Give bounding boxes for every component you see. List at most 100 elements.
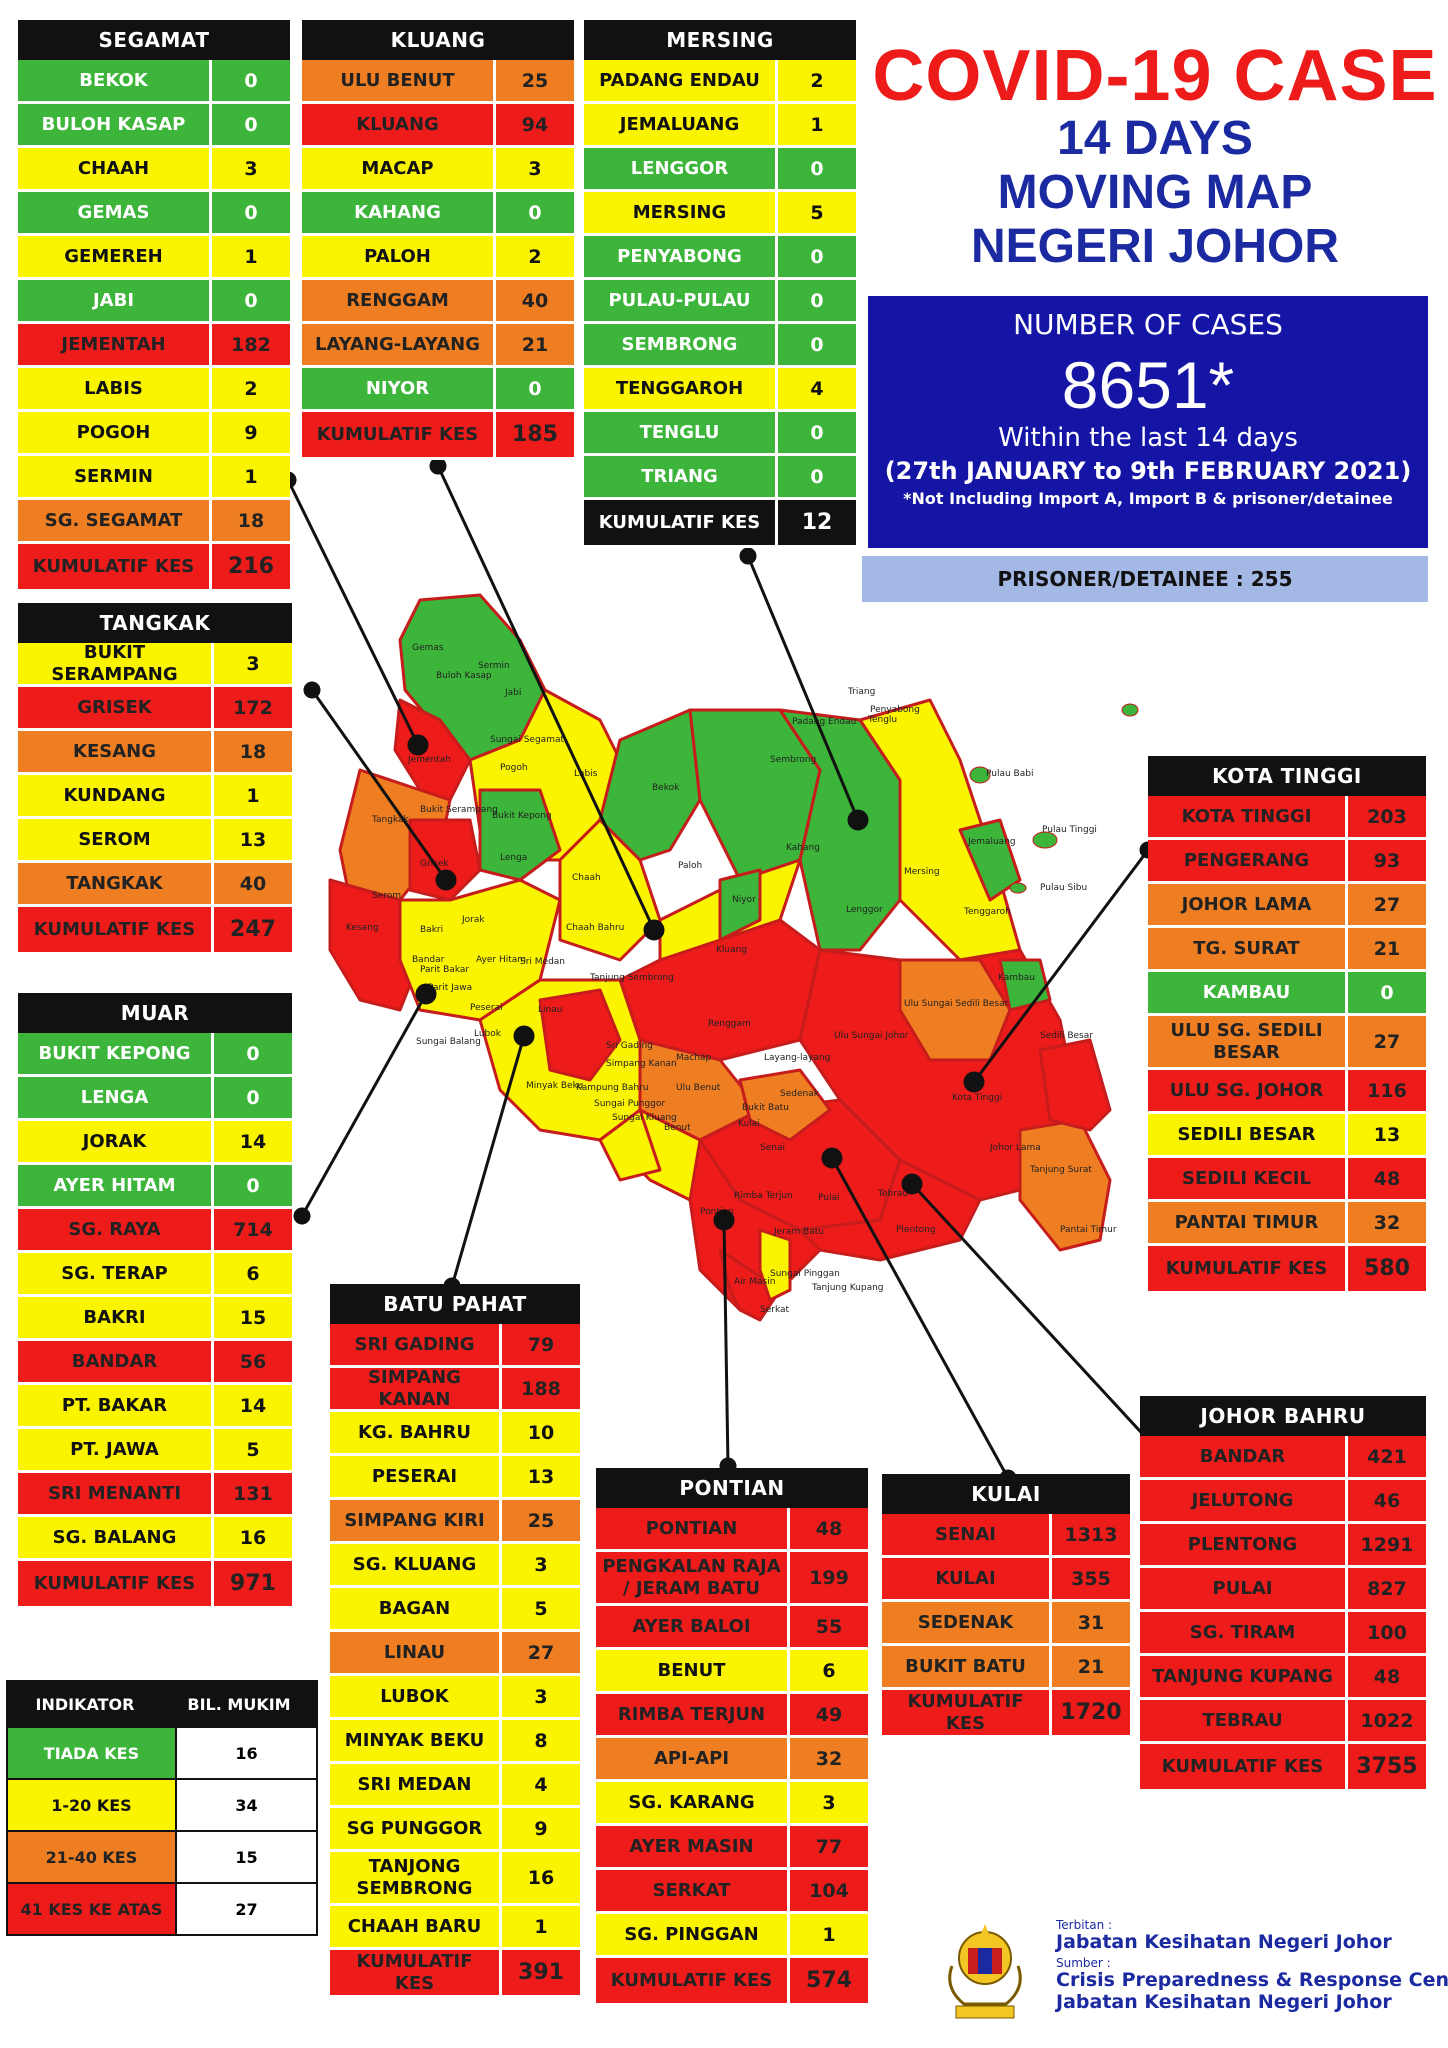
- kumulatif-label: KUMULATIF KES: [330, 1950, 502, 1995]
- kumulatif-value: 12: [778, 500, 856, 545]
- district-row: SG. TERAP 6: [18, 1253, 292, 1297]
- mukim-case-count: 4: [810, 377, 824, 400]
- district-row: SEROM 13: [18, 819, 292, 863]
- svg-text:Serkat: Serkat: [760, 1305, 790, 1315]
- district-row: API-API 32: [596, 1738, 868, 1782]
- district-row: BANDAR 421: [1140, 1436, 1426, 1480]
- mukim-name: AYER BALOI: [596, 1606, 790, 1647]
- svg-text:Padang Endau: Padang Endau: [792, 717, 856, 727]
- district-header-batu-pahat: BATU PAHAT: [330, 1284, 580, 1324]
- district-row: RIMBA TERJUN 49: [596, 1694, 868, 1738]
- mukim-name: SG. BALANG: [18, 1517, 214, 1558]
- mukim-name: BAKRI: [18, 1297, 214, 1338]
- mukim-case-count: 48: [1373, 1665, 1401, 1688]
- mukim-name: TANGKAK: [18, 863, 214, 904]
- district-total-row: KUMULATIF KES 3755: [1140, 1744, 1426, 1792]
- page-title: COVID-19 CASE 14 DAYS MOVING MAP NEGERI …: [870, 40, 1440, 273]
- district-row: TANGKAK 40: [18, 863, 292, 907]
- mukim-name: SIMPANG KANAN: [330, 1367, 502, 1410]
- mukim-name: SEDENAK: [882, 1602, 1052, 1643]
- district-row: LUBOK 3: [330, 1676, 580, 1720]
- title-line1: COVID-19 CASE: [872, 36, 1438, 116]
- district-row: TG. SURAT 21: [1148, 928, 1426, 972]
- mukim-case-count: 40: [521, 289, 549, 312]
- district-row: TANJONG SEMBRONG 16: [330, 1852, 580, 1906]
- svg-text:Renggam: Renggam: [708, 1019, 751, 1029]
- mukim-case-count: 6: [246, 1262, 260, 1285]
- svg-text:Sungai Punggor: Sungai Punggor: [594, 1099, 665, 1109]
- mukim-name: BENUT: [596, 1650, 790, 1691]
- mukim-name: KULAI: [882, 1558, 1052, 1599]
- mukim-name: KOTA TINGGI: [1148, 796, 1348, 837]
- mukim-case-count: 827: [1367, 1577, 1407, 1600]
- district-row: PALOH 2: [302, 236, 574, 280]
- mukim-name: JEMALUANG: [584, 104, 778, 145]
- mukim-case-count: 0: [244, 289, 258, 312]
- mukim-name: KAMBAU: [1148, 972, 1348, 1013]
- legend-label-yellow: 1-20 KES: [8, 1780, 175, 1830]
- svg-text:Pantai Timur: Pantai Timur: [1060, 1225, 1117, 1235]
- kumulatif-value: 216: [228, 554, 274, 579]
- table-segamat: SEGAMAT BEKOK 0 BULOH KASAP 0 CHAAH 3 GEMAS 0 GEM…: [18, 20, 290, 592]
- region-kluang-red: [618, 918, 822, 1062]
- mukim-case-count: 1: [534, 1915, 548, 1938]
- svg-text:Sungai Segamat: Sungai Segamat: [490, 735, 564, 745]
- district-row: SRI MENANTI 131: [18, 1473, 292, 1517]
- district-row: SEMBRONG 0: [584, 324, 856, 368]
- mukim-case-count: 2: [528, 245, 542, 268]
- svg-text:Pulau Tinggi: Pulau Tinggi: [1042, 825, 1097, 835]
- mukim-case-count: 10: [527, 1421, 555, 1444]
- mukim-name: TG. SURAT: [1148, 928, 1348, 969]
- district-row: GEMAS 0: [18, 192, 290, 236]
- mukim-case-count: 13: [527, 1465, 555, 1488]
- region-lenga: [478, 788, 562, 882]
- kumulatif-label: KUMULATIF KES: [882, 1690, 1052, 1735]
- mukim-name: BUKIT SERAMPANG: [18, 642, 214, 685]
- mukim-case-count: 2: [244, 377, 258, 400]
- region-grisek: [408, 818, 482, 902]
- mukim-name: JABI: [18, 280, 212, 321]
- region-benut: [598, 1108, 662, 1182]
- district-row: LINAU 27: [330, 1632, 580, 1676]
- mukim-case-count: 5: [534, 1597, 548, 1620]
- mukim-case-count: 27: [1373, 893, 1401, 916]
- mukim-case-count: 48: [815, 1517, 843, 1540]
- mukim-name: MERSING: [584, 192, 778, 233]
- region-jemaluang: [958, 818, 1022, 902]
- mukim-case-count: 5: [246, 1438, 260, 1461]
- mukim-case-count: 0: [244, 69, 258, 92]
- district-row: JABI 0: [18, 280, 290, 324]
- mukim-case-count: 3: [534, 1553, 548, 1576]
- svg-text:Grisek: Grisek: [420, 859, 449, 869]
- svg-text:Sungai Pinggan: Sungai Pinggan: [770, 1269, 840, 1279]
- district-row: BANDAR 56: [18, 1341, 292, 1385]
- mukim-name: TEBRAU: [1140, 1700, 1348, 1741]
- mukim-case-count: 27: [527, 1641, 555, 1664]
- svg-text:Ayer Hitam: Ayer Hitam: [476, 955, 526, 965]
- district-row: SG. KARANG 3: [596, 1782, 868, 1826]
- mukim-name: CHAAH: [18, 148, 212, 189]
- district-row: CHAAH BARU 1: [330, 1906, 580, 1950]
- mukim-name: SRI MENANTI: [18, 1473, 214, 1514]
- cases-total: 8651*: [1061, 348, 1235, 422]
- district-row: SIMPANG KANAN 188: [330, 1367, 580, 1412]
- mukim-name: JELUTONG: [1140, 1480, 1348, 1521]
- region-pengerang: [1018, 1118, 1112, 1252]
- mukim-name: SG. KARANG: [596, 1782, 790, 1823]
- mukim-name: TENGLU: [584, 412, 778, 453]
- mukim-name: PENGERANG: [1148, 840, 1348, 881]
- svg-text:Bukit Batu: Bukit Batu: [742, 1103, 789, 1113]
- district-row: BULOH KASAP 0: [18, 104, 290, 148]
- mukim-case-count: 49: [815, 1703, 843, 1726]
- svg-text:Pulau Babi: Pulau Babi: [986, 769, 1033, 779]
- svg-text:Parit Bakar: Parit Bakar: [420, 965, 469, 975]
- mukim-case-count: 2: [810, 69, 824, 92]
- mukim-case-count: 1291: [1360, 1533, 1414, 1556]
- region-segamat-north: [398, 593, 547, 762]
- region-bekok: [598, 708, 702, 862]
- district-row: BUKIT BATU 21: [882, 1646, 1130, 1690]
- district-row: LAYANG-LAYANG 21: [302, 324, 574, 368]
- island-3: [1032, 831, 1058, 849]
- mukim-name: SIMPANG KIRI: [330, 1500, 502, 1541]
- credit-terbitan-label: Terbitan :: [1056, 1918, 1113, 1932]
